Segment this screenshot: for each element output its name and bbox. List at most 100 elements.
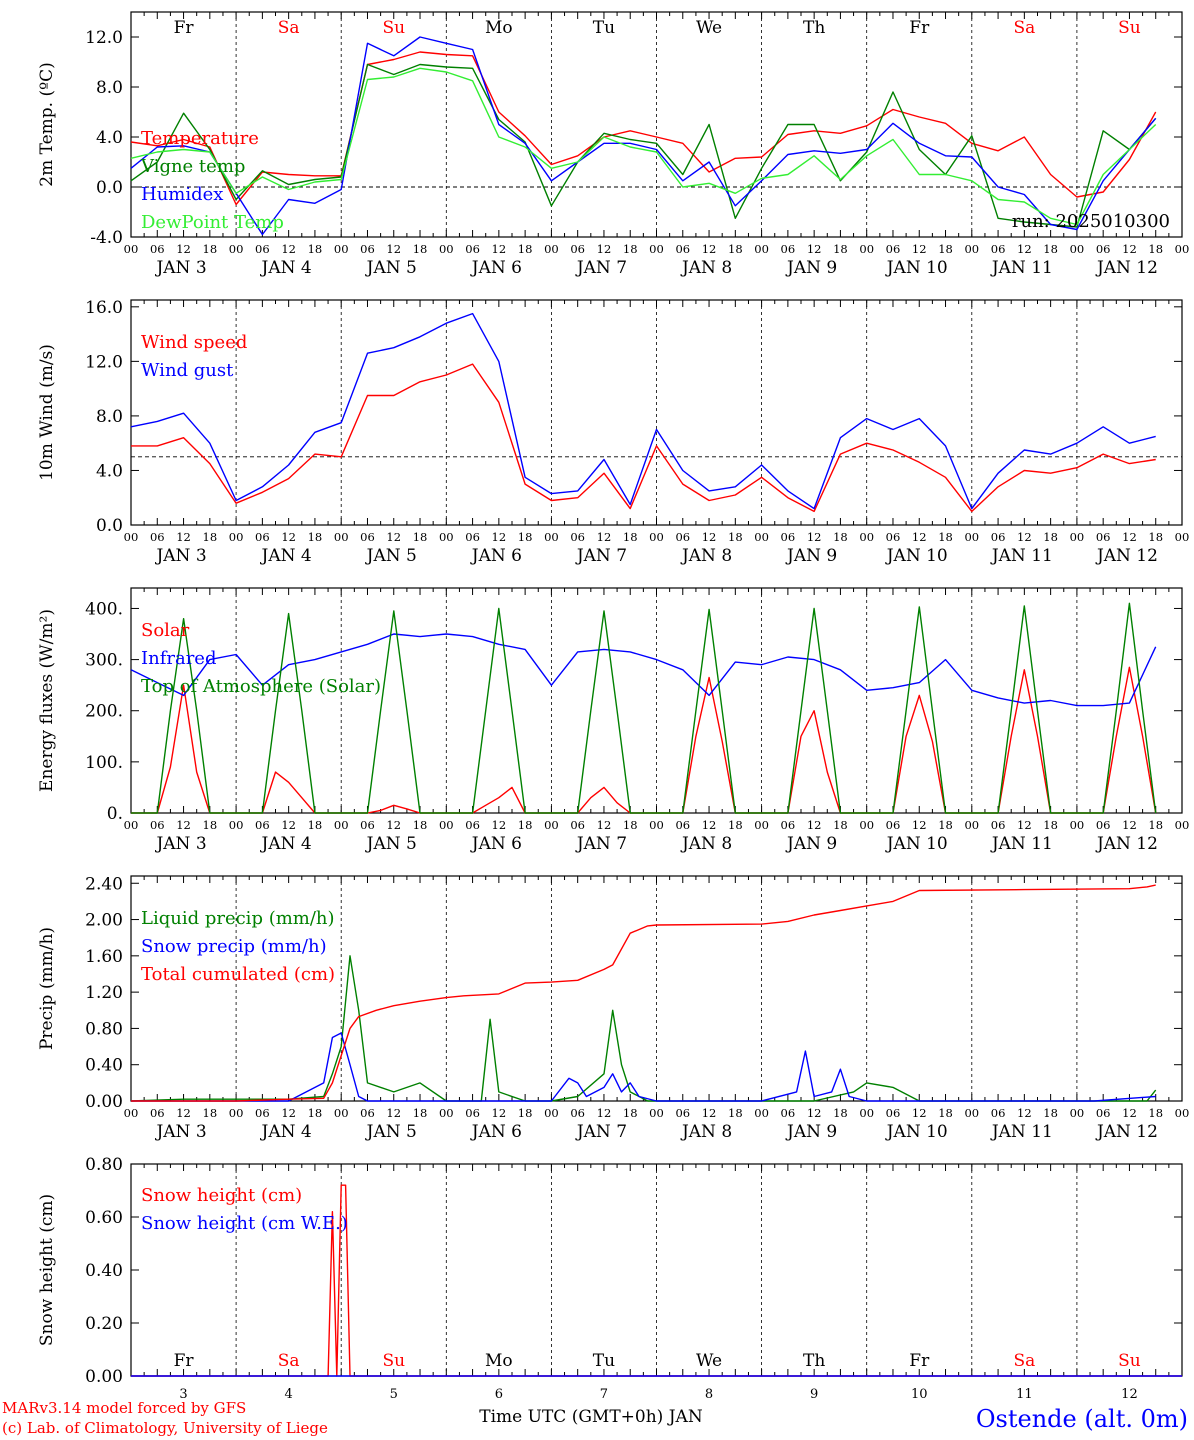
hour-tick-label: 12 bbox=[176, 818, 191, 832]
hour-tick-label: 06 bbox=[991, 242, 1006, 256]
hour-tick-label: 12 bbox=[281, 530, 296, 544]
hour-tick-label: 00 bbox=[859, 242, 874, 256]
day-label: JAN 7 bbox=[575, 546, 627, 566]
hour-tick-label: 12 bbox=[597, 818, 612, 832]
hour-tick-label: 12 bbox=[912, 818, 927, 832]
model-credit: MARv3.14 model forced by GFS bbox=[2, 1399, 246, 1417]
day-label: JAN 12 bbox=[1095, 258, 1158, 278]
hour-tick-label: 00 bbox=[964, 818, 979, 832]
series-line-snow-precip-mm-h bbox=[131, 1032, 1156, 1102]
day-number-label: 11 bbox=[1016, 1387, 1033, 1402]
hour-tick-label: 00 bbox=[754, 242, 769, 256]
weekday-label: Fr bbox=[909, 18, 930, 38]
hour-tick-label: 12 bbox=[1122, 1106, 1137, 1120]
series-line-infrared bbox=[130, 633, 1157, 707]
day-label: JAN 6 bbox=[470, 1122, 522, 1142]
hour-tick-label: 12 bbox=[807, 1106, 822, 1120]
hour-tick-label: 00 bbox=[439, 1106, 454, 1120]
plot-frame bbox=[130, 11, 1183, 238]
hour-tick-label: 18 bbox=[413, 530, 428, 544]
day-label: JAN 9 bbox=[785, 834, 837, 854]
hour-tick-label: 12 bbox=[807, 530, 822, 544]
hour-tick-label: 18 bbox=[728, 818, 743, 832]
weekday-label: Fr bbox=[174, 18, 195, 38]
hour-tick-label: 06 bbox=[465, 818, 480, 832]
hour-tick-label: 00 bbox=[649, 818, 664, 832]
y-tick-label: 12.0 bbox=[85, 352, 123, 372]
hour-tick-label: 06 bbox=[150, 1106, 165, 1120]
hour-tick-label: 06 bbox=[1096, 530, 1111, 544]
y-tick-label: 4.0 bbox=[96, 461, 123, 481]
day-label: JAN 5 bbox=[365, 834, 417, 854]
y-tick-label: 8.0 bbox=[96, 78, 123, 98]
panel-snow: 0.80 0.60 0.40 0.20 0.00 Snow height (cm) Fr Sa… bbox=[37, 1155, 1183, 1402]
hour-tick-label: 12 bbox=[386, 530, 401, 544]
y-tick-label: 0.20 bbox=[85, 1314, 123, 1334]
hour-tick-label: 06 bbox=[781, 818, 796, 832]
y-tick-label: 0.00 bbox=[85, 1092, 123, 1112]
weekday-label: Fr bbox=[174, 1351, 195, 1371]
day-label: JAN 4 bbox=[260, 258, 312, 278]
y-tick-label: 2.40 bbox=[85, 874, 123, 894]
hour-tick-label: 00 bbox=[1175, 1106, 1190, 1120]
hour-tick-label: 12 bbox=[492, 530, 507, 544]
hour-tick-label: 00 bbox=[124, 530, 139, 544]
day-label: JAN 11 bbox=[990, 546, 1053, 566]
day-label: JAN 9 bbox=[785, 546, 837, 566]
day-label: JAN 11 bbox=[990, 258, 1053, 278]
hour-tick-label: 00 bbox=[229, 1106, 244, 1120]
hour-tick-label: 12 bbox=[702, 1106, 717, 1120]
panel-wind: 16.0 12.0 8.0 4.0 0.0 10m Wind (m/s) 00 06 12 18 J… bbox=[37, 298, 1189, 566]
hour-tick-label: 18 bbox=[833, 1106, 848, 1120]
legend-entry: Vigne temp bbox=[140, 156, 245, 177]
day-label: JAN 11 bbox=[990, 1122, 1053, 1142]
hour-tick-label: 00 bbox=[124, 818, 139, 832]
hour-tick-label: 12 bbox=[386, 1106, 401, 1120]
weekday-label: Sa bbox=[278, 18, 300, 38]
y-tick-label: 12.0 bbox=[85, 28, 123, 48]
plot-frame bbox=[130, 587, 1183, 814]
weekday-label: Mo bbox=[485, 18, 513, 38]
weekday-label: Su bbox=[1118, 18, 1141, 38]
panel-precip: 2.40 2.00 1.60 1.20 0.80 0.40 0.00 Precip (mm/h… bbox=[37, 874, 1189, 1142]
hour-tick-label: 00 bbox=[964, 242, 979, 256]
hour-tick-label: 18 bbox=[623, 1106, 638, 1120]
legend-entry: Solar bbox=[141, 620, 190, 641]
day-number-label: 4 bbox=[285, 1387, 293, 1402]
y-tick-label: 2.00 bbox=[85, 911, 123, 931]
day-label: JAN 12 bbox=[1095, 546, 1158, 566]
day-label: JAN 8 bbox=[680, 1122, 732, 1142]
legend-entry: Snow height (cm W.E.) bbox=[141, 1213, 348, 1234]
hour-tick-label: 12 bbox=[1017, 530, 1032, 544]
y-tick-label: 0.60 bbox=[85, 1208, 123, 1228]
hour-tick-label: 18 bbox=[1043, 242, 1058, 256]
hour-tick-label: 06 bbox=[150, 242, 165, 256]
hour-tick-label: 06 bbox=[886, 1106, 901, 1120]
series-line-dewpoint-temp bbox=[130, 67, 1157, 226]
hour-tick-label: 00 bbox=[1175, 818, 1190, 832]
day-label: JAN 3 bbox=[154, 258, 206, 278]
hour-tick-label: 12 bbox=[702, 530, 717, 544]
series-line-wind-gust bbox=[130, 312, 1156, 510]
series-line-top-of-atmosphere-solar bbox=[131, 602, 1157, 814]
legend-entry: Humidex bbox=[141, 184, 223, 205]
hour-tick-label: 06 bbox=[255, 818, 270, 832]
hour-tick-label: 18 bbox=[308, 818, 323, 832]
panels-layer: 12.0 8.0 4.0 0.0 -4.0 2m Temp. (ºC) Fr Sa Su Mo Tu… bbox=[37, 11, 1190, 1402]
weekday-label: We bbox=[696, 1351, 722, 1371]
hour-tick-label: 06 bbox=[991, 530, 1006, 544]
hour-tick-label: 00 bbox=[229, 530, 244, 544]
legend-entry: Snow height (cm) bbox=[141, 1185, 302, 1206]
run-label: run: 2025010300 bbox=[1012, 211, 1170, 232]
lab-credit: (c) Lab. of Climatology, University of L… bbox=[2, 1419, 328, 1437]
y-axis-label: Precip (mm/h) bbox=[37, 927, 57, 1050]
y-tick-label: 0.00 bbox=[85, 1367, 123, 1387]
hour-tick-label: 12 bbox=[597, 1106, 612, 1120]
hour-tick-label: 00 bbox=[229, 242, 244, 256]
hour-tick-label: 18 bbox=[518, 818, 533, 832]
hour-tick-label: 18 bbox=[728, 1106, 743, 1120]
day-label: JAN 8 bbox=[680, 546, 732, 566]
hour-tick-label: 12 bbox=[492, 818, 507, 832]
hour-tick-label: 06 bbox=[675, 530, 690, 544]
day-label: JAN 9 bbox=[785, 1122, 837, 1142]
